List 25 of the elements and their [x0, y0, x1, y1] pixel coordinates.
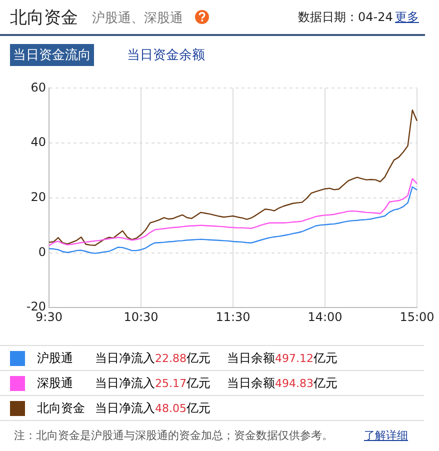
x-tick-label: 9:30 [36, 310, 62, 324]
y-tick-label: 0 [38, 244, 46, 259]
x-tick-label: 11:30 [216, 310, 250, 324]
chart-title: 北向资金 [10, 7, 78, 29]
text: 更多 [395, 9, 419, 26]
legend-label: 深股通 [37, 376, 73, 390]
text: 当日净流入22.88亿元 [95, 350, 210, 364]
y-tick-label: 20 [30, 190, 46, 204]
text: 了解详细 [364, 428, 408, 443]
x-tick-label: 10:30 [124, 310, 158, 324]
y-tick-label: 40 [30, 135, 46, 150]
x-tick-label: 15:00 [400, 310, 434, 324]
legend-label: 沪股通 [37, 350, 73, 364]
text: 当日余额497.12亿元 [227, 350, 338, 364]
text: 当日资金流向 [10, 44, 94, 66]
chart-subtitle: 沪股通、深股通 [92, 10, 183, 27]
legend-label: 北向资金 [37, 400, 85, 414]
text: 当日余额494.83亿元 [227, 376, 338, 390]
text: 当日净流入48.05亿元 [95, 400, 210, 414]
text: 当日资金余额 [127, 47, 205, 64]
text: 注：北向资金是沪股通与深股通的资金加总；资金数据仅供参考。 [14, 428, 333, 443]
x-tick-label: 14:00 [308, 310, 342, 324]
text: 数据日期：04-24 [298, 9, 393, 26]
y-tick-label: 60 [30, 80, 46, 94]
text: 当日净流入25.17亿元 [95, 376, 210, 390]
